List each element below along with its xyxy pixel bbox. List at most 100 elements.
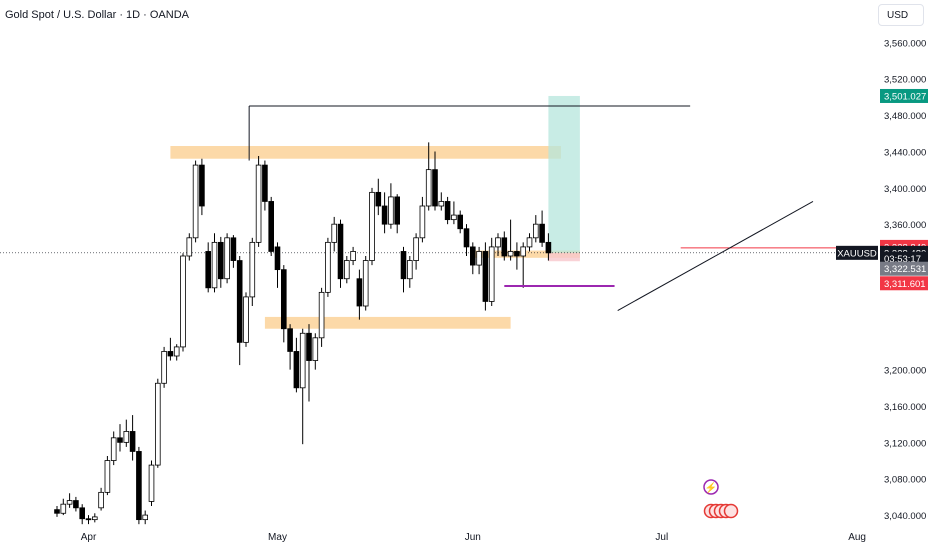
- symbol-title: Gold Spot / U.S. Dollar · 1D · OANDA: [5, 9, 189, 21]
- candle-body: [419, 205, 426, 239]
- candle-body: [482, 251, 489, 302]
- candle-body: [236, 260, 243, 343]
- candle-body: [413, 237, 419, 261]
- us-flag-event-icon: [723, 503, 739, 519]
- symbol-label-box: [836, 245, 878, 260]
- candle-body: [331, 223, 337, 243]
- candle-body: [306, 332, 312, 361]
- candle-body: [350, 251, 356, 261]
- candle-body: [148, 464, 155, 502]
- small-zone: [472, 250, 580, 258]
- candle-body: [66, 500, 73, 505]
- candle-body: [173, 346, 180, 357]
- price-tick-label: 3,520.000: [884, 75, 926, 86]
- price-tick-label: 3,120.000: [884, 438, 926, 449]
- candle-body: [161, 351, 167, 384]
- candle-body: [136, 451, 142, 521]
- price-tick-label: 3,080.000: [884, 475, 926, 486]
- candle-body: [186, 237, 193, 257]
- candle-body: [217, 241, 224, 280]
- trend-line: [617, 201, 814, 311]
- month-tick-label: Aug: [848, 532, 866, 543]
- price-tick-label: 3,440.000: [884, 147, 926, 158]
- candle-body: [533, 223, 539, 239]
- candle-body: [369, 191, 375, 261]
- candle-body: [325, 241, 331, 293]
- candle-body: [388, 196, 394, 225]
- candle-body: [362, 260, 369, 307]
- lightning-glyph: ⚡: [705, 481, 717, 494]
- price-tick-label: 3,360.000: [884, 220, 926, 231]
- price-tick-label: 3,040.000: [884, 511, 926, 522]
- candle-body: [545, 241, 552, 254]
- candle-body: [73, 500, 79, 509]
- price-tick-label: 3,200.000: [884, 366, 926, 377]
- candle-body: [199, 164, 205, 207]
- price-tick-label: 3,480.000: [884, 111, 926, 122]
- candle-body: [469, 246, 476, 266]
- candle-body: [495, 237, 501, 248]
- candle-body: [79, 507, 86, 520]
- candle-body: [356, 278, 363, 307]
- candle-body: [249, 241, 256, 298]
- candle-body: [501, 237, 508, 257]
- candle-body: [444, 201, 451, 221]
- candle-body: [381, 205, 388, 225]
- candle-body: [211, 241, 218, 289]
- candle-body: [526, 237, 533, 248]
- candle-body: [167, 351, 174, 357]
- position-target-zone: [548, 95, 580, 253]
- candle-body: [299, 332, 306, 389]
- candle-body: [110, 437, 117, 461]
- resistance-zone: [170, 146, 561, 159]
- month-tick-label: Apr: [81, 532, 97, 543]
- candle-body: [230, 237, 237, 261]
- candle-body: [60, 503, 67, 514]
- month-tick-label: Jun: [465, 532, 481, 543]
- candle-body: [98, 491, 104, 509]
- candle-body: [520, 246, 526, 257]
- candle-body: [514, 251, 520, 257]
- price-label-box: [880, 261, 928, 276]
- candle-body: [318, 291, 325, 339]
- price-label: 3,311.601: [884, 279, 926, 290]
- price-label: 3,501.027: [884, 91, 926, 102]
- candle-body: [129, 431, 136, 452]
- candle-body: [205, 251, 212, 289]
- candle-body: [123, 431, 130, 443]
- price-label-box: [880, 88, 928, 103]
- price-label: 3,322.531: [884, 264, 926, 275]
- candle-body: [343, 260, 350, 280]
- candle-body: [262, 164, 268, 202]
- candle-body: [117, 437, 123, 443]
- candle-body: [457, 214, 463, 230]
- candle-body: [400, 251, 407, 280]
- price-tick-label: 3,400.000: [884, 184, 926, 195]
- candle-body: [451, 214, 457, 221]
- candle-body: [92, 516, 98, 521]
- support-zone: [264, 316, 511, 329]
- candle-body: [54, 509, 60, 514]
- month-tick-label: May: [268, 532, 287, 543]
- candle-body: [312, 337, 319, 361]
- position-stop-zone: [548, 252, 580, 262]
- candle-body: [154, 382, 161, 466]
- price-label-box: [880, 276, 928, 291]
- price-tick-label: 3,160.000: [884, 402, 926, 413]
- candle-body: [507, 251, 514, 257]
- candle-body: [539, 223, 545, 243]
- currency-button[interactable]: USD: [878, 4, 924, 26]
- candle-body: [438, 201, 445, 207]
- candle-body: [268, 201, 274, 252]
- candle-body: [180, 255, 186, 348]
- candle-body: [104, 460, 111, 493]
- symbol-label: XAUUSD: [837, 248, 877, 259]
- candle-body: [394, 196, 400, 225]
- price-tick-label: 3,560.000: [884, 38, 926, 49]
- candle-body: [425, 169, 432, 207]
- candle-body: [255, 164, 262, 243]
- candle-body: [85, 518, 92, 521]
- candle-body: [243, 296, 249, 343]
